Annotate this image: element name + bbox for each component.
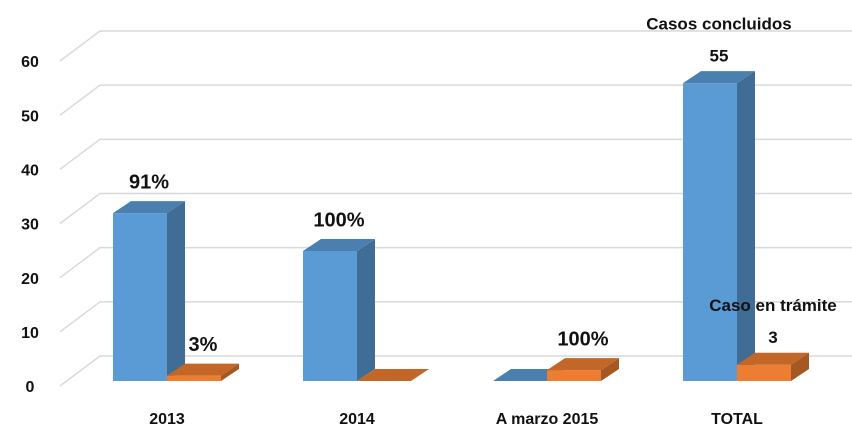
- x-tick-label: TOTAL: [711, 411, 763, 428]
- y-tick-label: 0: [26, 379, 35, 396]
- bar-top: [737, 352, 809, 365]
- bar-side: [737, 71, 755, 381]
- bar-front: [167, 375, 221, 381]
- series-label: Casos concluidos: [646, 15, 791, 34]
- bar: [303, 239, 375, 381]
- bar-front: [303, 251, 357, 381]
- grid-line: [59, 30, 852, 62]
- bar-side: [791, 352, 809, 381]
- annotation: 100%: [557, 328, 608, 350]
- grid-line: [59, 138, 852, 170]
- grid-line: [59, 84, 852, 116]
- data-label: 55: [710, 47, 729, 66]
- grid-line: [59, 246, 852, 279]
- y-tick-label: 60: [21, 54, 39, 71]
- series-label: Caso en trámite: [709, 296, 837, 315]
- bar-top: [357, 369, 429, 381]
- y-tick-label: 10: [21, 325, 39, 342]
- y-tick-label: 40: [21, 163, 39, 180]
- bar-side: [357, 239, 375, 381]
- bar-front: [547, 370, 601, 381]
- bar: [547, 358, 619, 381]
- grid-line: [59, 301, 852, 333]
- grid-line: [59, 192, 852, 225]
- bar: [737, 352, 809, 381]
- y-tick-label: 20: [21, 271, 39, 288]
- bar-side: [601, 358, 619, 381]
- x-tick-label: 2013: [149, 411, 185, 428]
- annotation: 100%: [313, 209, 364, 231]
- x-tick-label: 2014: [339, 411, 375, 428]
- annotation: 91%: [129, 171, 169, 193]
- bar-top: [547, 358, 619, 371]
- annotation: 3%: [189, 334, 218, 356]
- y-tick-label: 50: [21, 108, 39, 125]
- bar-top: [303, 239, 375, 251]
- bar: [357, 369, 429, 381]
- grid-line: [59, 355, 852, 387]
- bar-front: [683, 83, 737, 381]
- data-label: 3: [768, 328, 777, 347]
- bar: [113, 201, 185, 381]
- bar: [167, 363, 239, 381]
- x-tick-label: A marzo 2015: [496, 411, 599, 428]
- y-tick-label: 30: [21, 217, 39, 234]
- bar-top: [167, 363, 239, 376]
- bar-side: [167, 201, 185, 381]
- bar-front: [113, 213, 167, 381]
- bar-top: [113, 201, 185, 214]
- bar: [683, 71, 755, 381]
- bar-front: [737, 364, 791, 381]
- bar-top: [683, 71, 755, 84]
- bar-side: [221, 363, 239, 381]
